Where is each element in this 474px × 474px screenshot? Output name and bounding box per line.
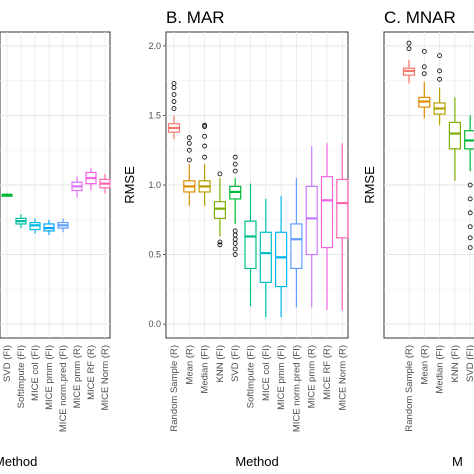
outlier-point xyxy=(232,168,238,174)
outlier-point xyxy=(467,182,473,188)
box xyxy=(244,220,257,270)
outlier-point xyxy=(217,239,223,245)
outlier-point xyxy=(186,147,192,153)
category-label: KNN (FI) xyxy=(450,345,461,382)
outlier-point xyxy=(421,64,427,70)
category-label: MICE col (FI) xyxy=(261,345,272,401)
outlier-point xyxy=(232,161,238,167)
category-label: KNN (FI) xyxy=(215,345,226,382)
outlier-point xyxy=(421,49,427,54)
panel-c-boxes xyxy=(402,40,474,250)
category-label: SVD (FI) xyxy=(465,345,474,382)
category-label: MICE pmm (R) xyxy=(307,345,318,408)
outlier-point xyxy=(202,133,208,139)
panel-c-title: C. MNAR xyxy=(384,8,456,27)
outlier-point xyxy=(437,76,443,82)
outlier-point xyxy=(202,143,208,149)
y-tick-label: 1.5 xyxy=(148,110,161,120)
panel-b-category-labels: Random Sample (R) Mean (R) Median (FI) KNN … xyxy=(169,345,348,432)
y-tick-label: 1.0 xyxy=(148,180,161,190)
y-tick-label: 0.0 xyxy=(148,319,161,329)
panel-b-title: B. MAR xyxy=(166,8,225,27)
category-label: SoftImpute (FI) xyxy=(16,345,27,408)
outlier-point xyxy=(421,71,427,77)
box xyxy=(259,231,272,283)
box xyxy=(290,223,303,270)
box xyxy=(320,176,334,249)
outlier-point xyxy=(467,235,473,241)
category-label: Random Sample (R) xyxy=(404,345,415,432)
outlier-point xyxy=(186,140,192,146)
outlier-point xyxy=(232,246,238,252)
box xyxy=(336,178,349,239)
outlier-point xyxy=(171,81,177,86)
category-label: Random Sample (R) xyxy=(169,345,180,432)
category-label: MICE pmm (FI) xyxy=(44,345,55,410)
category-label: SVD (FI) xyxy=(230,345,241,382)
category-label: MICE norm.pred (FI) xyxy=(58,345,69,432)
category-label: Median (FI) xyxy=(435,345,446,394)
category-label: Mean (R) xyxy=(419,345,430,385)
outlier-point xyxy=(217,242,223,248)
category-label: MICE norm.pred (FI) xyxy=(291,345,302,432)
outlier-point xyxy=(232,154,238,160)
box xyxy=(213,201,226,219)
outlier-point xyxy=(171,92,177,97)
outlier-point xyxy=(406,40,412,46)
outlier-point xyxy=(406,46,412,52)
category-label: SVD (FI) xyxy=(2,345,13,382)
panel-a-category-labels: SVD (FI) SoftImpute (FI) MICE col (FI) MICE… xyxy=(2,345,111,432)
category-label: MICE col (FI) xyxy=(30,345,41,401)
outlier-point xyxy=(217,171,223,177)
outlier-point xyxy=(202,154,208,160)
outlier-point xyxy=(232,252,238,257)
category-label: MICE pmm (FI) xyxy=(276,345,287,410)
category-label: MICE RF (R) xyxy=(86,345,97,400)
outlier-point xyxy=(171,99,177,104)
panel-a-x-axis-label: Method xyxy=(0,454,37,469)
outlier-point xyxy=(171,106,177,111)
outlier-point xyxy=(202,124,208,129)
outlier-point xyxy=(437,53,443,59)
outlier-point xyxy=(467,245,473,250)
panel-c-x-axis-label: M xyxy=(452,454,463,469)
category-label: Median (FI) xyxy=(200,345,211,394)
panel-a-boxes xyxy=(1,168,111,236)
category-label: Mean (R) xyxy=(184,345,195,385)
outlier-point xyxy=(186,157,192,163)
category-label: MICE RF (R) xyxy=(322,345,333,400)
outlier-point xyxy=(467,196,473,202)
outlier-point xyxy=(467,224,473,230)
y-tick-label: 2.0 xyxy=(148,41,161,51)
outlier-point xyxy=(186,135,192,141)
outlier-point xyxy=(202,122,208,128)
y-tick-label: 0.5 xyxy=(148,250,161,260)
panel-c-y-axis-label: RMSE xyxy=(362,166,377,204)
category-label: MICE Norm (R) xyxy=(337,345,348,410)
category-label: SoftImpute (FI) xyxy=(246,345,257,408)
outlier-point xyxy=(437,68,443,74)
panel-c-category-labels: Random Sample (R) Mean (R) Median (FI) KNN … xyxy=(404,345,474,432)
panel-b-y-ticks: 0.0 0.5 1.0 1.5 2.0 xyxy=(148,41,166,329)
box xyxy=(275,231,288,288)
panel-b-y-axis-label: RMSE xyxy=(122,166,137,204)
panel-b-boxes xyxy=(167,81,349,318)
box xyxy=(448,121,461,150)
panel-b-x-axis-label: Method xyxy=(235,454,278,469)
outlier-point xyxy=(232,228,238,234)
outlier-point xyxy=(467,210,473,216)
category-label: MICE pmm (R) xyxy=(72,345,83,408)
box xyxy=(305,185,318,256)
category-label: MICE Norm (R) xyxy=(100,345,111,410)
